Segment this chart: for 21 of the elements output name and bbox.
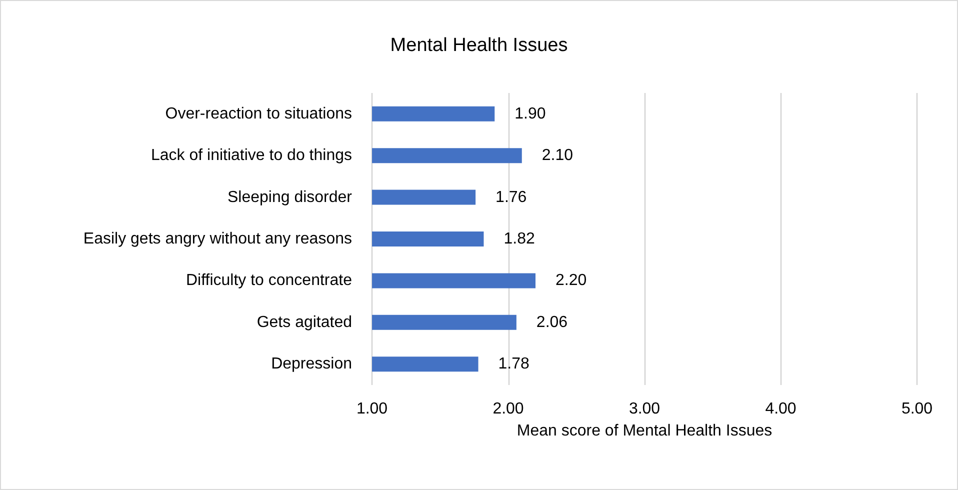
y-tick-label: Sleeping disorder [227, 188, 353, 206]
x-axis-title: Mean score of Mental Health Issues [516, 422, 772, 440]
x-tick-label: 1.00 [356, 400, 388, 418]
y-tick-label: Difficulty to concentrate [186, 272, 352, 290]
y-tick-label: Depression [271, 356, 352, 373]
data-label: 2.20 [556, 272, 587, 290]
x-tick-label: 2.00 [492, 400, 524, 418]
data-label: 1.90 [514, 105, 546, 122]
y-tick-label: Lack of initiative to do things [150, 147, 352, 164]
y-tick-label: Gets agitated [256, 314, 352, 331]
data-label: 1.82 [504, 230, 535, 248]
x-tick-label: 5.00 [901, 400, 933, 418]
data-label: 1.76 [496, 188, 527, 206]
chart-title: Mental Health Issues [390, 35, 568, 56]
x-tick-label: 3.00 [628, 400, 660, 418]
data-label: 1.78 [498, 356, 530, 373]
data-label: 2.06 [536, 314, 568, 331]
data-label: 2.10 [542, 147, 574, 164]
x-tick-label: 4.00 [765, 400, 796, 418]
y-tick-label: Easily gets angry without any reasons [83, 230, 352, 248]
y-tick-label: Over-reaction to situations [165, 105, 352, 122]
